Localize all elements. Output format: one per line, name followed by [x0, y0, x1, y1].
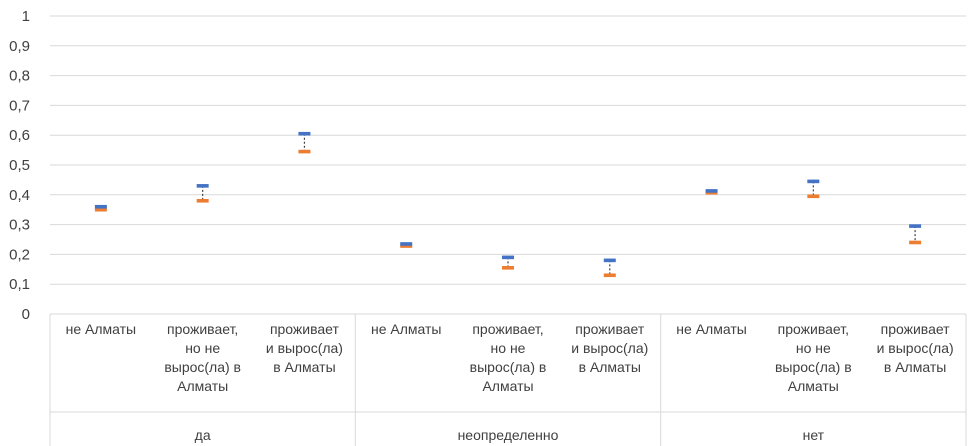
- category-label: проживает и вырос(ла) в Алматы: [266, 321, 343, 375]
- group-label: нет: [803, 427, 825, 443]
- category-label: проживает, но не вырос(ла) в Алматы: [775, 321, 852, 394]
- lower-value-marker: [502, 266, 514, 270]
- y-tick-label: 1: [22, 8, 30, 25]
- category-axis-frame: [49, 314, 967, 446]
- y-tick-label: 0,9: [9, 38, 30, 55]
- group-label: да: [195, 427, 211, 443]
- upper-value-marker: [196, 184, 209, 188]
- y-tick-label: 0,3: [9, 217, 30, 234]
- y-axis-tick-labels: 0 0,1 0,2 0,3 0,4 0,5 0,6 0,7 0,8 0,9 1: [9, 8, 30, 323]
- category-label: не Алматы: [371, 321, 442, 337]
- upper-value-marker: [502, 255, 514, 260]
- category-label: не Алматы: [66, 321, 137, 337]
- group-label: неопределенно: [458, 427, 559, 443]
- upper-value-marker: [298, 131, 311, 136]
- y-tick-label: 0: [22, 306, 30, 323]
- lower-value-marker: [807, 194, 820, 199]
- y-tick-label: 0,6: [9, 127, 30, 144]
- upper-value-marker: [400, 242, 413, 246]
- upper-value-marker: [94, 204, 107, 209]
- y-tick-label: 0,5: [9, 157, 30, 174]
- lower-value-marker: [298, 149, 311, 154]
- y-tick-label: 0,1: [9, 276, 30, 293]
- grid-lines: [50, 15, 966, 315]
- y-tick-label: 0,7: [9, 97, 30, 114]
- upper-value-marker: [909, 224, 922, 228]
- lower-value-marker: [94, 207, 107, 212]
- y-tick-label: 0,2: [9, 246, 30, 263]
- category-label: проживает и вырос(ла) в Алматы: [571, 321, 648, 375]
- lower-value-marker: [196, 198, 209, 203]
- category-label: проживает, но не вырос(ла) в Алматы: [164, 321, 241, 394]
- y-tick-label: 0,4: [9, 187, 30, 204]
- y-tick-label: 0,8: [9, 68, 30, 85]
- category-label: проживает и вырос(ла) в Алматы: [877, 321, 954, 375]
- category-label: проживает, но не вырос(ла) в Алматы: [470, 321, 547, 394]
- upper-value-marker: [705, 189, 718, 193]
- category-label: не Алматы: [676, 321, 747, 337]
- group-labels: да неопределенно нет: [195, 427, 825, 443]
- category-labels: не Алматы проживает, но не вырос(ла) в Алмат…: [66, 321, 954, 394]
- error-bar-marks: [94, 131, 922, 278]
- lower-value-marker: [603, 273, 616, 278]
- upper-value-marker: [603, 258, 616, 263]
- lower-value-marker: [400, 244, 413, 248]
- upper-value-marker: [807, 179, 820, 184]
- lower-value-marker: [909, 240, 922, 245]
